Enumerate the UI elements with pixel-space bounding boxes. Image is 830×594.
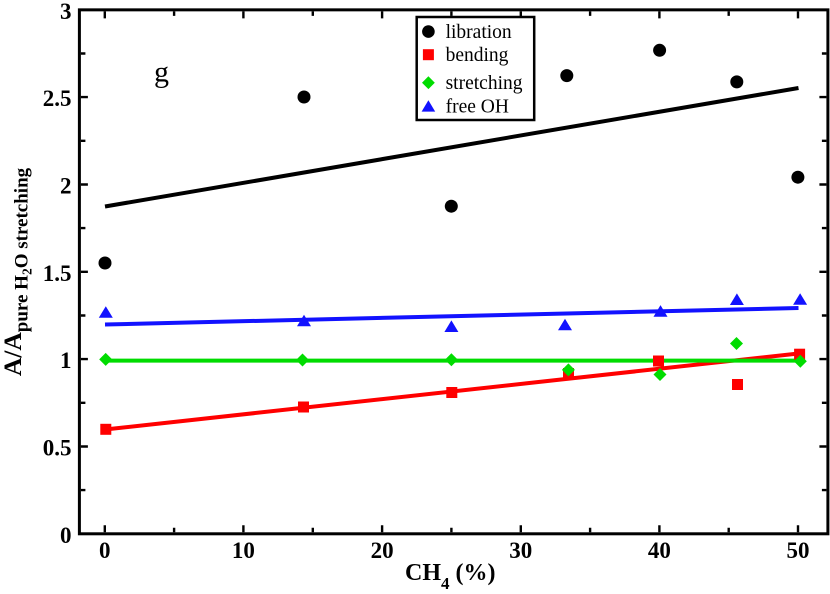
svg-text:stretching: stretching <box>446 73 523 94</box>
svg-text:libration: libration <box>446 22 512 43</box>
svg-text:1: 1 <box>60 348 72 373</box>
svg-text:A/Apure H2O stretching: A/Apure H2O stretching <box>0 167 35 376</box>
svg-text:2.5: 2.5 <box>43 86 72 111</box>
svg-text:40: 40 <box>648 538 671 563</box>
svg-text:10: 10 <box>232 538 255 563</box>
svg-text:bending: bending <box>446 45 509 66</box>
svg-text:1.5: 1.5 <box>43 261 72 286</box>
svg-text:20: 20 <box>371 538 394 563</box>
svg-text:3: 3 <box>60 0 72 24</box>
svg-text:50: 50 <box>787 538 810 563</box>
svg-text:0: 0 <box>60 523 72 548</box>
svg-text:30: 30 <box>509 538 532 563</box>
svg-text:2: 2 <box>60 174 72 199</box>
svg-text:free OH: free OH <box>446 96 509 117</box>
svg-text:0: 0 <box>99 538 111 563</box>
svg-text:0.5: 0.5 <box>43 436 72 461</box>
svg-text:g: g <box>154 56 169 89</box>
